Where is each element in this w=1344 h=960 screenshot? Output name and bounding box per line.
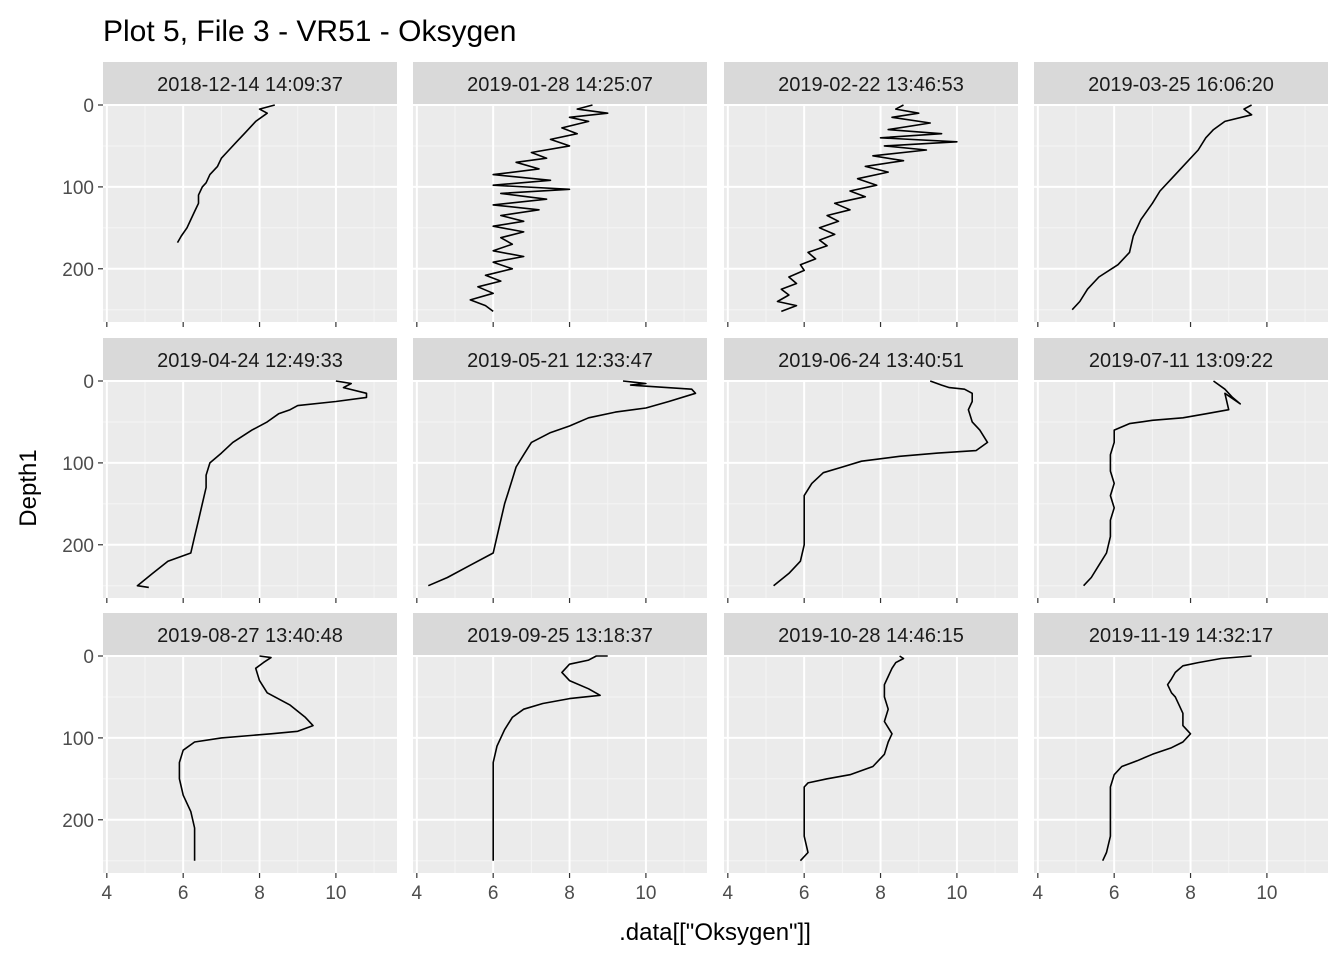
plot-background bbox=[413, 656, 707, 873]
facet-strip bbox=[1034, 338, 1328, 381]
x-tick-label: 8 bbox=[1185, 883, 1196, 904]
x-tick-label: 6 bbox=[178, 883, 189, 904]
x-tick-label: 8 bbox=[875, 883, 886, 904]
facet-panel: 2019-07-11 13:09:22 bbox=[1034, 338, 1328, 603]
facet-strip-label: 2019-07-11 13:09:22 bbox=[1089, 350, 1273, 372]
x-tick-label: 10 bbox=[1256, 883, 1277, 904]
facet-strip-label: 2019-08-27 13:40:48 bbox=[157, 625, 343, 647]
facet-strip-label: 2019-04-24 12:49:33 bbox=[157, 350, 343, 372]
y-tick-label: 200 bbox=[62, 536, 94, 557]
plot-background bbox=[724, 381, 1018, 598]
series-line bbox=[469, 104, 609, 313]
facet-panel: 2019-05-21 12:33:47 bbox=[413, 338, 707, 603]
x-tick-label: 8 bbox=[254, 883, 265, 904]
facet-strip-label: 2019-03-25 16:06:20 bbox=[1088, 74, 1274, 96]
plot-background bbox=[1034, 656, 1328, 873]
plot-background bbox=[103, 656, 397, 873]
x-tick-label: 6 bbox=[1109, 883, 1120, 904]
x-tick-label: 6 bbox=[799, 883, 810, 904]
facet-strip bbox=[103, 338, 397, 381]
chart-title: Plot 5, File 3 - VR51 - Oksygen bbox=[103, 15, 517, 48]
plot-background bbox=[724, 105, 1018, 322]
x-axis-title: .data[["Oksygen"]] bbox=[619, 919, 811, 946]
y-tick-label: 100 bbox=[62, 178, 94, 199]
series-line bbox=[776, 104, 958, 313]
y-tick-label: 0 bbox=[83, 647, 94, 668]
x-tick-label: 10 bbox=[946, 883, 967, 904]
plot-background bbox=[1034, 381, 1328, 598]
y-tick-label: 0 bbox=[83, 96, 94, 117]
facet-strip-label: 2019-06-24 13:40:51 bbox=[778, 350, 964, 372]
y-tick-label: 200 bbox=[62, 811, 94, 832]
series-line bbox=[136, 380, 368, 589]
series-line bbox=[492, 655, 608, 861]
y-tick-label: 0 bbox=[83, 372, 94, 393]
facet-panel: 2019-01-28 14:25:07 bbox=[413, 62, 707, 327]
facet-strip bbox=[103, 62, 397, 105]
y-axis-title: Depth1 bbox=[15, 449, 42, 526]
x-tick-label: 4 bbox=[723, 883, 734, 904]
facet-strip bbox=[724, 338, 1018, 381]
facet-panel: 2019-11-19 14:32:17 4 6 8 10 bbox=[1033, 613, 1328, 904]
facet-panel: 2018-12-14 14:09:37 0 100 200 bbox=[62, 62, 397, 327]
y-tick-label: 200 bbox=[62, 260, 94, 281]
series-line bbox=[799, 655, 905, 862]
y-tick-label: 100 bbox=[62, 729, 94, 750]
x-tick-label: 10 bbox=[325, 883, 346, 904]
facet-panel: 2019-03-25 16:06:20 bbox=[1034, 62, 1328, 327]
facet-strip-label: 2019-09-25 13:18:37 bbox=[467, 625, 653, 647]
series-line bbox=[427, 380, 697, 587]
x-tick-label: 4 bbox=[1033, 883, 1044, 904]
facet-panel: 2019-10-28 14:46:15 4 6 8 10 bbox=[723, 613, 1018, 904]
x-tick-label: 4 bbox=[102, 883, 113, 904]
facet-panel: 2019-04-24 12:49:33 0 100 200 bbox=[62, 338, 397, 603]
series-line bbox=[176, 104, 276, 243]
series-line bbox=[1101, 655, 1252, 862]
series-line bbox=[178, 655, 314, 861]
facet-panel: 2019-02-22 13:46:53 bbox=[724, 62, 1018, 327]
facet-panel: 2019-09-25 13:18:37 4 6 8 10 bbox=[412, 613, 707, 904]
facet-strip bbox=[413, 62, 707, 105]
x-tick-label: 4 bbox=[412, 883, 423, 904]
facet-strip bbox=[1034, 62, 1328, 105]
y-tick-label: 100 bbox=[62, 454, 94, 475]
facet-panel: 2019-08-27 13:40:48 0 100 200 4 6 8 10 bbox=[62, 613, 397, 904]
plot-background bbox=[1034, 105, 1328, 322]
x-tick-label: 10 bbox=[635, 883, 656, 904]
facet-panel: 2019-06-24 13:40:51 bbox=[724, 338, 1018, 603]
plot-background bbox=[413, 381, 707, 598]
facet-strip-label: 2019-02-22 13:46:53 bbox=[778, 74, 964, 96]
facet-strip bbox=[724, 62, 1018, 105]
plot-background bbox=[413, 105, 707, 322]
facet-strip-label: 2019-10-28 14:46:15 bbox=[778, 625, 964, 647]
x-tick-label: 8 bbox=[564, 883, 575, 904]
facet-strip bbox=[413, 613, 707, 656]
facet-strip-label: 2019-05-21 12:33:47 bbox=[467, 350, 653, 372]
facet-strip bbox=[724, 613, 1018, 656]
facet-strip bbox=[1034, 613, 1328, 656]
facet-strip-label: 2019-01-28 14:25:07 bbox=[467, 74, 653, 96]
plot-background bbox=[103, 105, 397, 322]
series-line bbox=[773, 380, 989, 587]
facet-strip-label: 2018-12-14 14:09:37 bbox=[157, 74, 343, 96]
facet-strip bbox=[413, 338, 707, 381]
facet-strip bbox=[103, 613, 397, 656]
x-tick-label: 6 bbox=[488, 883, 499, 904]
series-line bbox=[1083, 380, 1241, 587]
plot-background bbox=[103, 381, 397, 598]
series-line bbox=[1071, 104, 1253, 311]
plot-background bbox=[724, 656, 1018, 873]
facet-strip-label: 2019-11-19 14:32:17 bbox=[1089, 625, 1273, 647]
